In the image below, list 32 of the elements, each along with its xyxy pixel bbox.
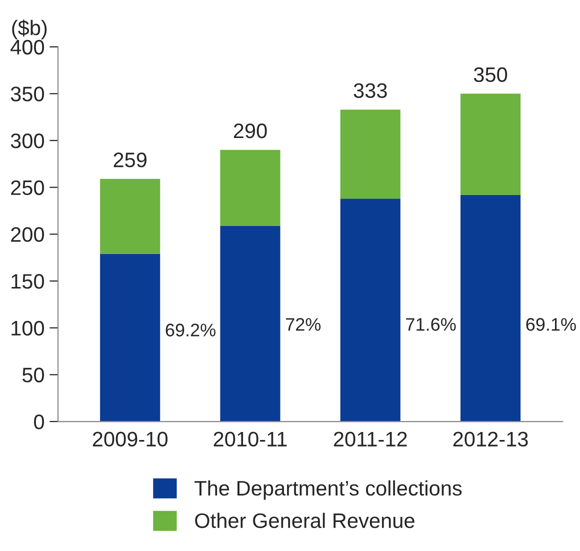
y-tick-label: 300 — [10, 134, 44, 148]
bar — [460, 194, 521, 422]
y-tick-label: 0 — [34, 414, 44, 430]
bar — [460, 94, 521, 195]
annotation: 69.1% — [526, 318, 576, 331]
total-label: 259 — [114, 152, 146, 168]
x-tick-label: 2009-10 — [92, 432, 168, 447]
bar — [220, 226, 280, 422]
y-tick-label: 400 — [10, 40, 44, 55]
annotation: 72% — [286, 318, 321, 331]
bar — [340, 198, 400, 422]
y-tick-label: 200 — [11, 227, 44, 242]
total-label: 290 — [234, 124, 267, 138]
bar — [220, 150, 280, 226]
y-axis-title: ($b) — [12, 20, 47, 40]
bar — [340, 110, 400, 199]
y-tick-label: 150 — [12, 274, 44, 289]
bar — [100, 178, 160, 254]
x-tick-label: 2012-13 — [453, 432, 528, 447]
annotation: 69.2% — [166, 324, 216, 336]
y-tick-label: 50 — [22, 368, 44, 382]
total-label: 350 — [474, 67, 508, 82]
x-tick-label: 2011-12 — [334, 432, 407, 447]
legend-label: Other General Revenue — [195, 512, 414, 528]
y-tick-label: 250 — [11, 180, 44, 196]
y-tick-label: 350 — [10, 86, 44, 102]
x-tick-label: 2010-11 — [214, 432, 287, 447]
y-tick-label: 100 — [12, 320, 44, 336]
annotation: 71.6% — [406, 318, 456, 331]
bar — [100, 254, 160, 422]
legend-label: The Department’s collections — [194, 480, 462, 500]
total-label: 333 — [354, 83, 387, 98]
